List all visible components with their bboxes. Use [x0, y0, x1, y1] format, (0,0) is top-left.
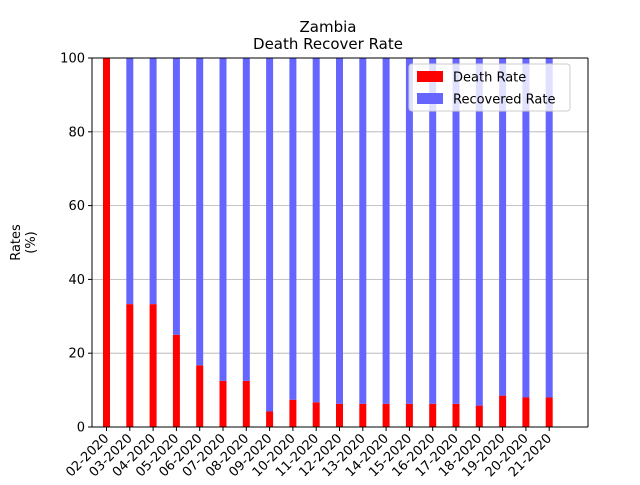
y-tick-label: 40 [68, 273, 85, 288]
death-rate-bar [452, 403, 460, 427]
legend-swatch [417, 93, 443, 104]
recovered-rate-bar [149, 58, 157, 305]
death-rate-bar [172, 334, 180, 427]
legend-label[interactable]: Recovered Rate [453, 93, 556, 108]
recovered-rate-bar [359, 58, 367, 404]
legend-box [408, 63, 571, 112]
recovered-rate-bar [219, 58, 227, 381]
legend-label[interactable]: Death Rate [453, 71, 526, 86]
death-rate-bar [219, 380, 227, 427]
recovered-rate-bar [522, 58, 530, 398]
death-rate-bar [126, 304, 134, 427]
recovered-rate-bar [266, 58, 274, 412]
death-rate-bar [196, 365, 204, 427]
recovered-rate-bar [429, 58, 437, 404]
recovered-rate-bar [475, 58, 483, 406]
y-tick-label: 60 [68, 199, 85, 214]
death-rate-bar [149, 304, 157, 427]
recovered-rate-bar [172, 58, 180, 335]
bars [103, 58, 553, 427]
recovered-rate-bar [452, 58, 460, 404]
death-rate-bar [545, 397, 553, 427]
death-rate-bar [359, 403, 367, 427]
recovered-rate-bar [242, 58, 250, 381]
death-rate-bar [266, 411, 274, 427]
y-axis-label-line: Rates [9, 224, 24, 261]
death-rate-bar [242, 380, 250, 427]
death-rate-bar [499, 395, 507, 427]
recovered-rate-bar [499, 58, 507, 396]
legend[interactable]: Death Rate Recovered Rate [408, 63, 571, 112]
death-rate-bar [475, 405, 483, 427]
death-rate-bar [522, 397, 530, 427]
recovered-rate-bar [545, 58, 553, 398]
y-tick-label: 0 [77, 421, 85, 436]
legend-swatch [417, 71, 443, 82]
death-rate-bar [103, 58, 110, 427]
y-tick-label: 80 [68, 125, 85, 140]
y-tick-label: 20 [68, 347, 85, 362]
recovered-rate-bar [126, 58, 134, 305]
recovered-rate-bar [289, 58, 297, 400]
recovered-rate-bar [312, 58, 320, 403]
death-rate-bar [312, 402, 320, 427]
death-rate-bar [289, 399, 297, 427]
death-rate-bar [405, 403, 413, 427]
y-axis-label-text: Rates(%) [9, 224, 39, 261]
death-rate-bar [429, 403, 437, 427]
y-tick-label: 100 [60, 52, 85, 67]
axes: 02040608010002-202003-202004-202005-2020… [60, 52, 589, 480]
recovered-rate-bar [405, 58, 413, 404]
chart-title: Zambia [300, 18, 357, 36]
death-rate-bar [336, 403, 343, 427]
chart-subtitle: Death Recover Rate [253, 35, 403, 53]
death-rate-bar [382, 403, 390, 427]
y-axis-label-line: (%) [24, 231, 39, 254]
y-axis-label: Rates(%) [9, 224, 39, 261]
recovered-rate-bar [196, 58, 204, 366]
recovered-rate-bar [382, 58, 390, 404]
recovered-rate-bar [336, 58, 343, 404]
